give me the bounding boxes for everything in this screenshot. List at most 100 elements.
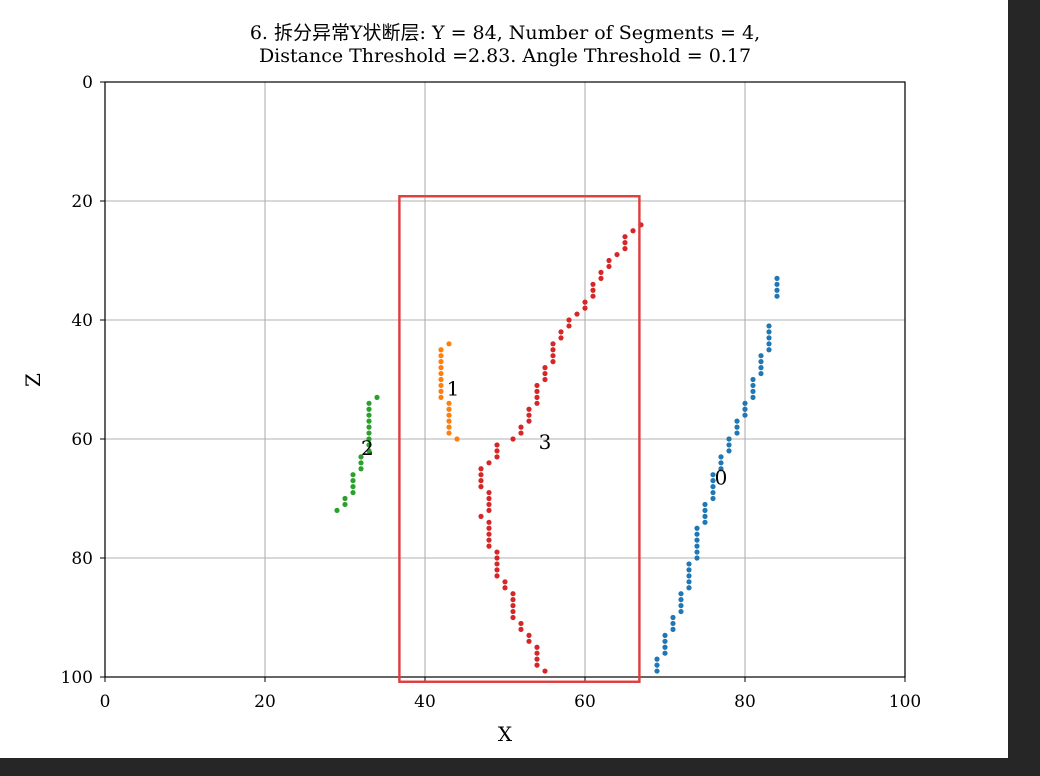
data-point-cluster-3 <box>518 430 524 436</box>
z-tick-label: 100 <box>61 668 93 688</box>
data-point-cluster-0 <box>694 525 700 531</box>
data-point-cluster-3 <box>534 400 540 406</box>
data-point-cluster-3 <box>494 567 500 573</box>
z-tick-label: 60 <box>71 430 93 450</box>
x-tick-label: 100 <box>889 692 921 712</box>
data-point-cluster-3 <box>550 353 556 359</box>
data-point-cluster-0 <box>774 293 780 299</box>
data-point-cluster-1 <box>446 424 452 430</box>
data-point-cluster-3 <box>542 376 548 383</box>
data-point-cluster-3 <box>526 638 532 644</box>
data-point-cluster-3 <box>494 573 500 579</box>
data-point-cluster-2 <box>350 472 356 478</box>
data-point-cluster-0 <box>758 353 764 359</box>
x-axis-label: X <box>498 722 513 746</box>
data-point-cluster-0 <box>750 394 756 400</box>
data-point-cluster-3 <box>526 632 532 638</box>
data-point-cluster-0 <box>662 632 668 638</box>
data-point-cluster-3 <box>566 317 572 323</box>
x-tick-label: 60 <box>574 692 596 712</box>
data-point-cluster-1 <box>438 394 444 400</box>
data-point-cluster-0 <box>702 513 708 519</box>
data-point-cluster-3 <box>590 293 596 299</box>
data-point-cluster-1 <box>446 406 452 412</box>
data-point-cluster-2 <box>350 484 356 490</box>
data-point-cluster-1 <box>438 376 444 383</box>
data-point-cluster-0 <box>742 400 748 406</box>
data-point-cluster-0 <box>678 597 684 603</box>
data-point-cluster-3 <box>478 466 484 472</box>
data-point-cluster-0 <box>670 614 676 621</box>
data-point-cluster-3 <box>486 519 492 525</box>
data-point-cluster-3 <box>478 484 484 490</box>
data-point-cluster-3 <box>510 608 516 615</box>
data-point-cluster-0 <box>702 519 708 525</box>
data-point-cluster-1 <box>438 347 444 353</box>
z-tick-label: 80 <box>71 549 93 569</box>
data-point-cluster-2 <box>334 507 340 513</box>
y-axis-label: Z <box>21 373 45 387</box>
chart-title-line-1: 6. 拆分异常Y状断层: Y = 84, Number of Segments … <box>249 22 761 44</box>
z-tick-label: 40 <box>71 311 93 331</box>
data-point-cluster-3 <box>598 275 604 281</box>
data-point-cluster-3 <box>550 341 556 347</box>
data-point-cluster-3 <box>486 489 492 496</box>
data-point-cluster-0 <box>686 573 692 579</box>
data-point-cluster-0 <box>686 585 692 591</box>
data-point-cluster-0 <box>734 424 740 430</box>
data-point-cluster-0 <box>710 472 716 478</box>
data-point-cluster-0 <box>654 656 660 662</box>
scatter-plot: 0 1 2 3 0 20 40 60 80 100 0 20 40 60 80 100 X Z <box>21 73 921 746</box>
data-point-cluster-0 <box>654 668 660 674</box>
data-point-cluster-0 <box>686 579 692 585</box>
data-point-cluster-1 <box>438 353 444 359</box>
data-point-cluster-0 <box>710 489 716 496</box>
data-point-cluster-3 <box>502 585 508 591</box>
data-point-cluster-0 <box>766 335 772 341</box>
data-point-cluster-0 <box>742 412 748 418</box>
data-point-cluster-3 <box>606 263 612 270</box>
data-point-cluster-2 <box>366 436 372 442</box>
data-point-cluster-0 <box>670 626 676 633</box>
data-point-cluster-0 <box>774 281 780 287</box>
highlight-box <box>398 195 641 683</box>
x-tick-label: 20 <box>254 692 276 712</box>
data-point-cluster-3 <box>622 234 628 240</box>
data-point-cluster-1 <box>438 370 444 377</box>
data-point-cluster-1 <box>446 418 452 424</box>
data-point-cluster-3 <box>486 495 492 502</box>
data-point-cluster-3 <box>630 228 636 234</box>
data-point-cluster-3 <box>542 370 548 377</box>
data-point-cluster-3 <box>510 614 516 621</box>
data-point-cluster-2 <box>366 442 372 448</box>
data-point-cluster-3 <box>550 359 556 365</box>
data-point-cluster-3 <box>518 424 524 430</box>
x-tick-label: 0 <box>100 692 111 712</box>
data-point-cluster-3 <box>494 555 500 561</box>
data-point-cluster-0 <box>710 484 716 490</box>
data-point-cluster-1 <box>438 359 444 365</box>
data-point-cluster-0 <box>710 495 716 502</box>
data-point-cluster-0 <box>726 442 732 448</box>
data-point-cluster-0 <box>750 376 756 383</box>
data-point-cluster-0 <box>726 448 732 454</box>
data-point-cluster-3 <box>526 406 532 412</box>
data-point-cluster-3 <box>582 305 588 311</box>
data-point-cluster-0 <box>678 608 684 615</box>
data-point-cluster-3 <box>510 603 516 609</box>
data-point-cluster-0 <box>718 466 724 472</box>
data-point-cluster-3 <box>582 299 588 305</box>
data-point-cluster-0 <box>774 275 780 281</box>
data-point-cluster-1 <box>446 341 452 347</box>
data-point-cluster-3 <box>486 507 492 513</box>
data-point-cluster-3 <box>558 335 564 341</box>
data-point-cluster-3 <box>534 650 540 656</box>
data-point-cluster-0 <box>750 388 756 394</box>
data-point-cluster-2 <box>358 466 364 472</box>
data-point-cluster-3 <box>534 388 540 394</box>
data-point-cluster-3 <box>574 311 580 317</box>
data-point-cluster-0 <box>662 644 668 650</box>
z-tick-label: 0 <box>82 73 93 93</box>
data-point-cluster-3 <box>518 620 524 627</box>
data-point-cluster-3 <box>566 323 572 329</box>
